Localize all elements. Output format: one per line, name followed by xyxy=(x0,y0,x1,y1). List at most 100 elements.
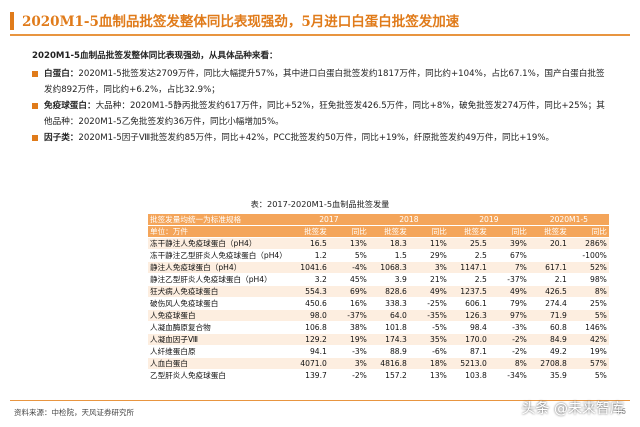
table-row: 狂犬病人免疫球蛋白 554.3 69% 828.6 49% 1237.5 49% 426.5 8… xyxy=(148,285,609,298)
year-header: 2018 xyxy=(368,214,449,226)
cell: 69% xyxy=(328,285,369,298)
cell: 20.1 xyxy=(528,237,569,250)
title-accent xyxy=(10,12,14,30)
cell: 5% xyxy=(568,309,609,322)
table-row: 人凝血酶原复合物 106.8 38% 101.8 -5% 98.4 -3% 60.8 146% xyxy=(148,321,609,334)
header-row: 批签发量均统一为标准规格 2017 2018 2019 2020M1-5 xyxy=(148,214,609,226)
cell: 13% xyxy=(408,369,449,382)
bullet-label: 免疫球蛋白： xyxy=(44,101,96,111)
cell: -5% xyxy=(408,321,449,334)
cell: 3.9 xyxy=(368,273,409,286)
cell: 554.3 xyxy=(288,285,329,298)
cell: 98.0 xyxy=(288,309,329,322)
row-label: 人凝血因子Ⅷ xyxy=(148,333,289,346)
cell: 2708.8 xyxy=(528,357,569,370)
cell: 4816.8 xyxy=(368,357,409,370)
column-header: 单位：万件 xyxy=(148,225,289,238)
cell: 103.8 xyxy=(448,369,489,382)
cell: -3% xyxy=(328,345,369,358)
cell: 3% xyxy=(328,357,369,370)
cell: 126.3 xyxy=(448,309,489,322)
table-row: 静注乙型肝炎人免疫球蛋白（pH4） 3.2 45% 3.9 21% 2.5 -37% 2.1 9… xyxy=(148,273,609,286)
cell: 18% xyxy=(408,357,449,370)
table-row: 乙型肝炎人免疫球蛋白 139.7 -2% 157.2 13% 103.8 -34% 35.9 5… xyxy=(148,369,609,382)
cell: 146% xyxy=(568,321,609,334)
cell: 97% xyxy=(488,309,529,322)
column-header: 批签发 xyxy=(448,225,489,238)
cell: 170.0 xyxy=(448,333,489,346)
row-label: 乙型肝炎人免疫球蛋白 xyxy=(148,369,289,382)
cell: 38% xyxy=(328,321,369,334)
cell: 49% xyxy=(488,285,529,298)
cell: 286% xyxy=(568,237,609,250)
cell: -4% xyxy=(328,261,369,274)
cell: 139.7 xyxy=(288,369,329,382)
row-label: 人免疫球蛋白 xyxy=(148,309,289,322)
cell: -25% xyxy=(408,297,449,310)
column-header: 同比 xyxy=(488,225,529,238)
row-label: 破伤风人免疫球蛋白 xyxy=(148,297,289,310)
cell: 106.8 xyxy=(288,321,329,334)
cell: 5213.0 xyxy=(448,357,489,370)
cell: 1.2 xyxy=(288,249,329,262)
cell: 3% xyxy=(408,261,449,274)
text-block: 2020M1-5血制品批签发整体同比表现强劲，从具体品种来看： 白蛋白：2020… xyxy=(32,48,612,146)
cell: 5% xyxy=(568,369,609,382)
cell: 7% xyxy=(488,261,529,274)
cell: 1068.3 xyxy=(368,261,409,274)
cell: 98% xyxy=(568,273,609,286)
bullet-text: 大品种：2020M1-5静丙批签发约617万件，同比+52%，狂免批签发426.… xyxy=(44,101,605,127)
footer-rule xyxy=(10,400,630,401)
cell: 2.5 xyxy=(448,273,489,286)
cell: 45% xyxy=(328,273,369,286)
cell: 19% xyxy=(328,333,369,346)
column-header: 批签发 xyxy=(288,225,329,238)
cell: 174.3 xyxy=(368,333,409,346)
slide-title: 2020M1-5血制品批签发整体同比表现强劲，5月进口白蛋白批签发加速 xyxy=(22,14,460,30)
table-caption: 表：2017-2020M1-5血制品批签发量 xyxy=(250,199,390,209)
cell: 3.2 xyxy=(288,273,329,286)
source: 资料来源：中检院，天风证券研究所 xyxy=(14,408,134,417)
column-header: 批签发 xyxy=(528,225,569,238)
cell: 79% xyxy=(488,297,529,310)
cell: 39% xyxy=(488,237,529,250)
cell: 16.5 xyxy=(288,237,329,250)
cell: 16% xyxy=(328,297,369,310)
cell: -2% xyxy=(328,369,369,382)
cell: 98.4 xyxy=(448,321,489,334)
column-header: 同比 xyxy=(408,225,449,238)
cell: 617.1 xyxy=(528,261,569,274)
bullet-text: 2020M1-5因子Ⅷ批签发约85万件，同比+42%，PCC批签发约50万件，同… xyxy=(78,133,555,143)
cell: -6% xyxy=(408,345,449,358)
cell: 338.3 xyxy=(368,297,409,310)
cell: 274.4 xyxy=(528,297,569,310)
year-header: 2017 xyxy=(288,214,369,226)
row-label: 静注人免疫球蛋白（pH4） xyxy=(148,261,289,274)
column-header: 同比 xyxy=(328,225,369,238)
cell: 35% xyxy=(408,333,449,346)
cell: 25% xyxy=(568,297,609,310)
cell: 64.0 xyxy=(368,309,409,322)
cell: 57% xyxy=(568,357,609,370)
row-label: 冻干静注乙型肝炎人免疫球蛋白（pH4） xyxy=(148,249,289,262)
cell: 157.2 xyxy=(368,369,409,382)
bullet: 因子类：2020M1-5因子Ⅷ批签发约85万件，同比+42%，PCC批签发约50… xyxy=(32,130,612,146)
cell: 5% xyxy=(328,249,369,262)
year-header: 2020M1-5 xyxy=(528,214,609,226)
cell: 29% xyxy=(408,249,449,262)
cell: -100% xyxy=(568,249,609,262)
cell: 1041.6 xyxy=(288,261,329,274)
row-label: 冻干静注人免疫球蛋白（pH4） xyxy=(148,237,289,250)
cell: 52% xyxy=(568,261,609,274)
cell: 8% xyxy=(568,285,609,298)
table-row: 人纤维蛋白原 94.1 -3% 88.9 -6% 87.1 -2% 49.2 19% xyxy=(148,345,609,358)
cell: -3% xyxy=(488,321,529,334)
header-row: 单位：万件 批签发 同比 批签发 同比 批签发 同比 批签发 同比 xyxy=(148,225,609,238)
cell: 450.6 xyxy=(288,297,329,310)
cell: 1.5 xyxy=(368,249,409,262)
row-label: 人凝血酶原复合物 xyxy=(148,321,289,334)
cell: 606.1 xyxy=(448,297,489,310)
bullet: 免疫球蛋白：大品种：2020M1-5静丙批签发约617万件，同比+52%，狂免批… xyxy=(32,98,612,130)
cell: 11% xyxy=(408,237,449,250)
table-row: 静注人免疫球蛋白（pH4） 1041.6 -4% 1068.3 3% 1147.1 7% 61… xyxy=(148,261,609,274)
